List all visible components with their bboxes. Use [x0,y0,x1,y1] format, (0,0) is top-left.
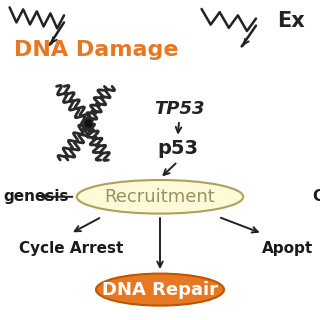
Text: Ex: Ex [277,11,305,31]
Text: Apopt: Apopt [262,241,314,255]
Text: DNA Repair: DNA Repair [102,281,218,299]
Text: p53: p53 [157,139,198,158]
Text: genesis: genesis [3,189,69,204]
Ellipse shape [96,274,224,306]
Text: TP53: TP53 [154,100,204,118]
Ellipse shape [77,180,243,214]
Text: DNA Damage: DNA Damage [14,40,178,60]
Text: Recruitment: Recruitment [105,188,215,206]
Text: Cycle Arrest: Cycle Arrest [19,241,124,255]
Text: C: C [312,189,320,204]
